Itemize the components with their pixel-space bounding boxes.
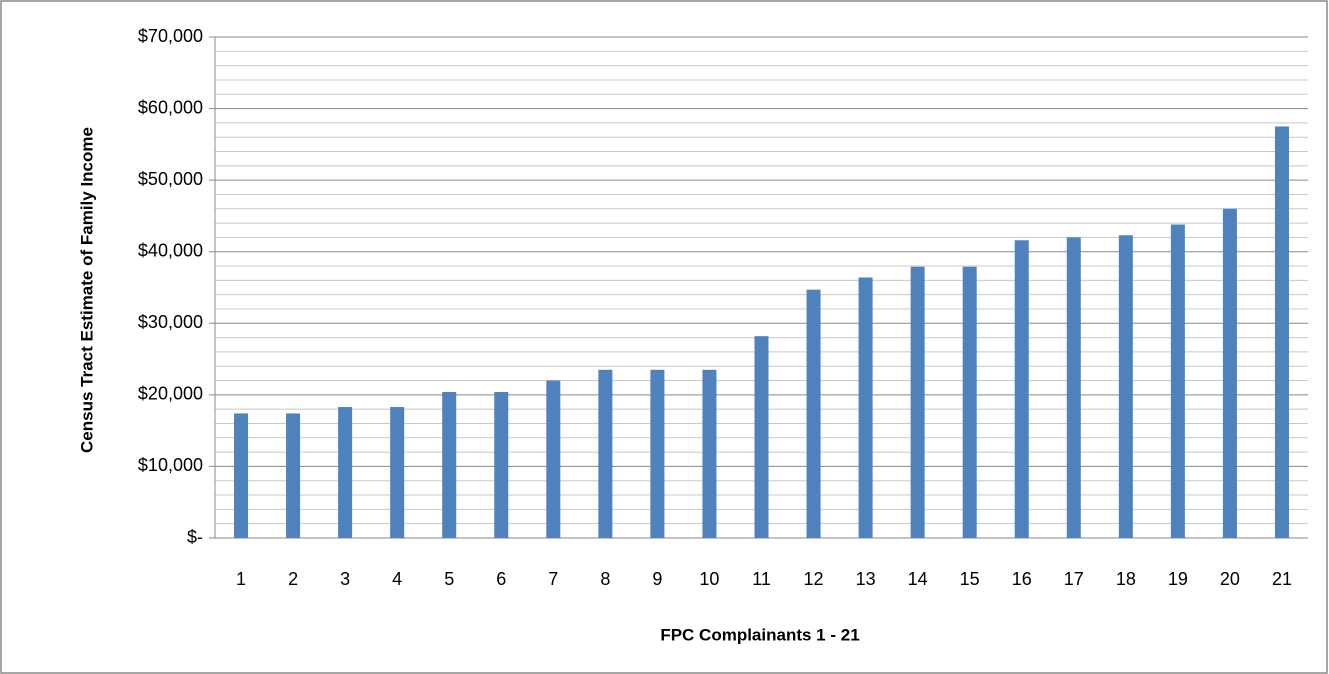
y-tick-label: $60,000 <box>138 97 203 117</box>
bar <box>598 369 613 538</box>
bar <box>1066 237 1081 538</box>
x-tick-label: 7 <box>548 569 558 589</box>
x-tick-label: 3 <box>340 569 350 589</box>
bar <box>1118 235 1133 538</box>
x-tick-label: 2 <box>288 569 298 589</box>
bar <box>546 380 561 538</box>
y-axis-title: Census Tract Estimate of Family Income <box>77 127 96 453</box>
y-tick-label: $40,000 <box>138 240 203 260</box>
x-tick-label: 1 <box>236 569 246 589</box>
x-tick-label: 8 <box>600 569 610 589</box>
bar <box>1014 240 1029 538</box>
bar <box>286 413 301 538</box>
bar <box>1222 208 1237 538</box>
bar <box>1170 224 1185 538</box>
x-tick-label: 10 <box>699 569 719 589</box>
x-axis-title: FPC Complainants 1 - 21 <box>660 625 859 644</box>
bar <box>234 413 249 538</box>
bar <box>1274 126 1289 538</box>
x-tick-label: 16 <box>1012 569 1032 589</box>
y-tick-label: $70,000 <box>138 26 203 46</box>
bar <box>806 289 821 538</box>
bar <box>962 266 977 538</box>
x-tick-label: 9 <box>652 569 662 589</box>
x-tick-label: 20 <box>1220 569 1240 589</box>
bar <box>754 336 769 538</box>
y-tick-label: $10,000 <box>138 455 203 475</box>
x-tick-label: 11 <box>752 569 771 589</box>
y-tick-label: $20,000 <box>138 384 203 404</box>
x-tick-label: 14 <box>908 569 928 589</box>
bar <box>338 407 353 538</box>
y-tick-label: $- <box>187 527 203 547</box>
bar <box>650 369 665 538</box>
bar <box>702 369 717 538</box>
x-tick-label: 4 <box>392 569 402 589</box>
y-tick-label: $30,000 <box>138 312 203 332</box>
bar <box>910 266 925 538</box>
x-tick-label: 18 <box>1116 569 1136 589</box>
x-tick-label: 13 <box>856 569 876 589</box>
x-tick-label: 21 <box>1272 569 1292 589</box>
bar <box>390 407 405 538</box>
x-tick-label: 12 <box>804 569 824 589</box>
x-tick-label: 5 <box>444 569 454 589</box>
x-tick-label: 17 <box>1064 569 1084 589</box>
y-tick-label: $50,000 <box>138 169 203 189</box>
x-tick-label: 15 <box>960 569 980 589</box>
bar <box>442 391 457 538</box>
bar <box>494 391 509 538</box>
x-tick-label: 19 <box>1168 569 1188 589</box>
bar <box>858 277 873 538</box>
x-tick-label: 6 <box>496 569 506 589</box>
